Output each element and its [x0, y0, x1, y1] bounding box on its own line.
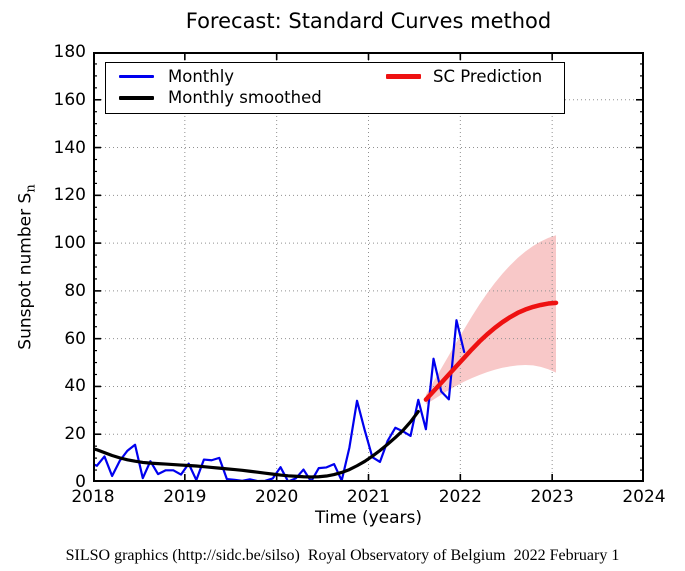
y-tick-label-80: 80	[64, 280, 86, 301]
y-tick-label-20: 20	[64, 424, 86, 445]
legend-label-smoothed: Monthly smoothed	[168, 88, 322, 107]
x-tick-label-2020: 2020	[255, 487, 299, 507]
chart-title: Forecast: Standard Curves method	[185, 9, 552, 33]
legend: Monthly Monthly smoothed SC Prediction	[105, 62, 565, 114]
x-axis-label: Time (years)	[314, 508, 423, 528]
legend-label-monthly: Monthly	[168, 67, 235, 86]
y-axis-label-text: Sunspot number S	[15, 192, 36, 350]
prediction-line-sample-icon	[386, 74, 421, 79]
x-tick-label-2023: 2023	[530, 487, 574, 507]
y-tick-label-60: 60	[64, 328, 86, 349]
x-tick-label-2018: 2018	[71, 487, 115, 507]
y-tick-label-160: 160	[53, 89, 86, 110]
y-axis-label-subscript: n	[23, 184, 39, 193]
y-tick-label-140: 140	[53, 137, 86, 158]
legend-label-prediction: SC Prediction	[433, 67, 543, 86]
y-tick-label-180: 180	[53, 42, 86, 62]
smoothed-line-sample-icon	[119, 96, 154, 100]
plot-area	[93, 52, 644, 482]
y-tick-label-0: 0	[75, 472, 86, 492]
y-tick-label-100: 100	[53, 233, 86, 254]
x-tick-label-2019: 2019	[163, 487, 207, 507]
y-axis-label: Sunspot number Sn	[15, 184, 38, 349]
x-tick-label-2021: 2021	[346, 487, 391, 507]
footer-credit: SILSO graphics (http://sidc.be/silso) Ro…	[65, 547, 620, 564]
x-tick-label-2022: 2022	[438, 487, 482, 507]
monthly-line-sample-icon	[119, 75, 154, 78]
y-tick-label-40: 40	[64, 376, 86, 397]
x-tick-label-2024: 2024	[622, 487, 666, 507]
y-tick-label-120: 120	[53, 185, 86, 206]
